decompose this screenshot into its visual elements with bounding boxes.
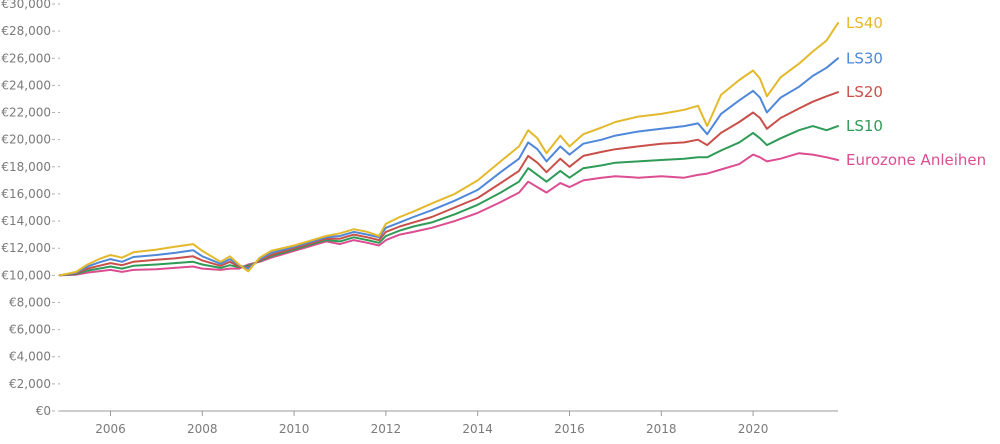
x-tick-label: 2008 (187, 422, 218, 436)
x-axis: 2006 2008 2010 2012 2014 2016 2018 2020 (60, 410, 838, 436)
y-tick-label: €30,000 (1, 0, 51, 11)
series-line-ls40 (59, 22, 839, 277)
series-line-ls10 (59, 125, 839, 277)
series-line-eurozone-anleihen (59, 152, 839, 277)
x-tick-label: 2010 (279, 422, 310, 436)
y-tick-label: €4,000 (9, 350, 51, 364)
series-line-ls30 (59, 57, 839, 277)
x-tick-label: 2014 (462, 422, 493, 436)
x-tick-label: 2006 (95, 422, 126, 436)
y-tick-label: €24,000 (1, 78, 51, 92)
y-tick-label: €22,000 (1, 106, 51, 120)
y-tick-label: €0 (36, 404, 51, 418)
y-axis: €0 €2,000 €4,000 €6,000 €8,000 €10,000 €12,000… (1, 0, 60, 418)
y-tick-label: €18,000 (1, 160, 51, 174)
series-labels: LS40 LS30 LS20 LS10 Eurozone Anleihen (846, 14, 986, 169)
series-label-ls10: LS10 (846, 117, 883, 135)
series-label-ls40: LS40 (846, 14, 883, 32)
y-tick-label: €26,000 (1, 51, 51, 65)
x-tick-label: 2016 (554, 422, 585, 436)
series-label-eurozone-anleihen: Eurozone Anleihen (846, 151, 986, 169)
y-tick-label: €14,000 (1, 214, 51, 228)
y-tick-label: €28,000 (1, 24, 51, 38)
y-tick-label: €6,000 (9, 323, 51, 337)
x-tick-label: 2018 (646, 422, 677, 436)
series-lines (59, 22, 839, 277)
series-label-ls20: LS20 (846, 83, 883, 101)
y-tick-label: €2,000 (9, 377, 51, 391)
series-label-ls30: LS30 (846, 49, 883, 67)
x-tick-label: 2012 (371, 422, 402, 436)
y-tick-label: €12,000 (1, 241, 51, 255)
y-tick-label: €20,000 (1, 133, 51, 147)
y-tick-label: €8,000 (9, 295, 51, 309)
y-tick-label: €16,000 (1, 187, 51, 201)
series-line-ls20 (59, 91, 839, 277)
x-tick-label: 2020 (738, 422, 769, 436)
y-tick-label: €10,000 (1, 268, 51, 282)
